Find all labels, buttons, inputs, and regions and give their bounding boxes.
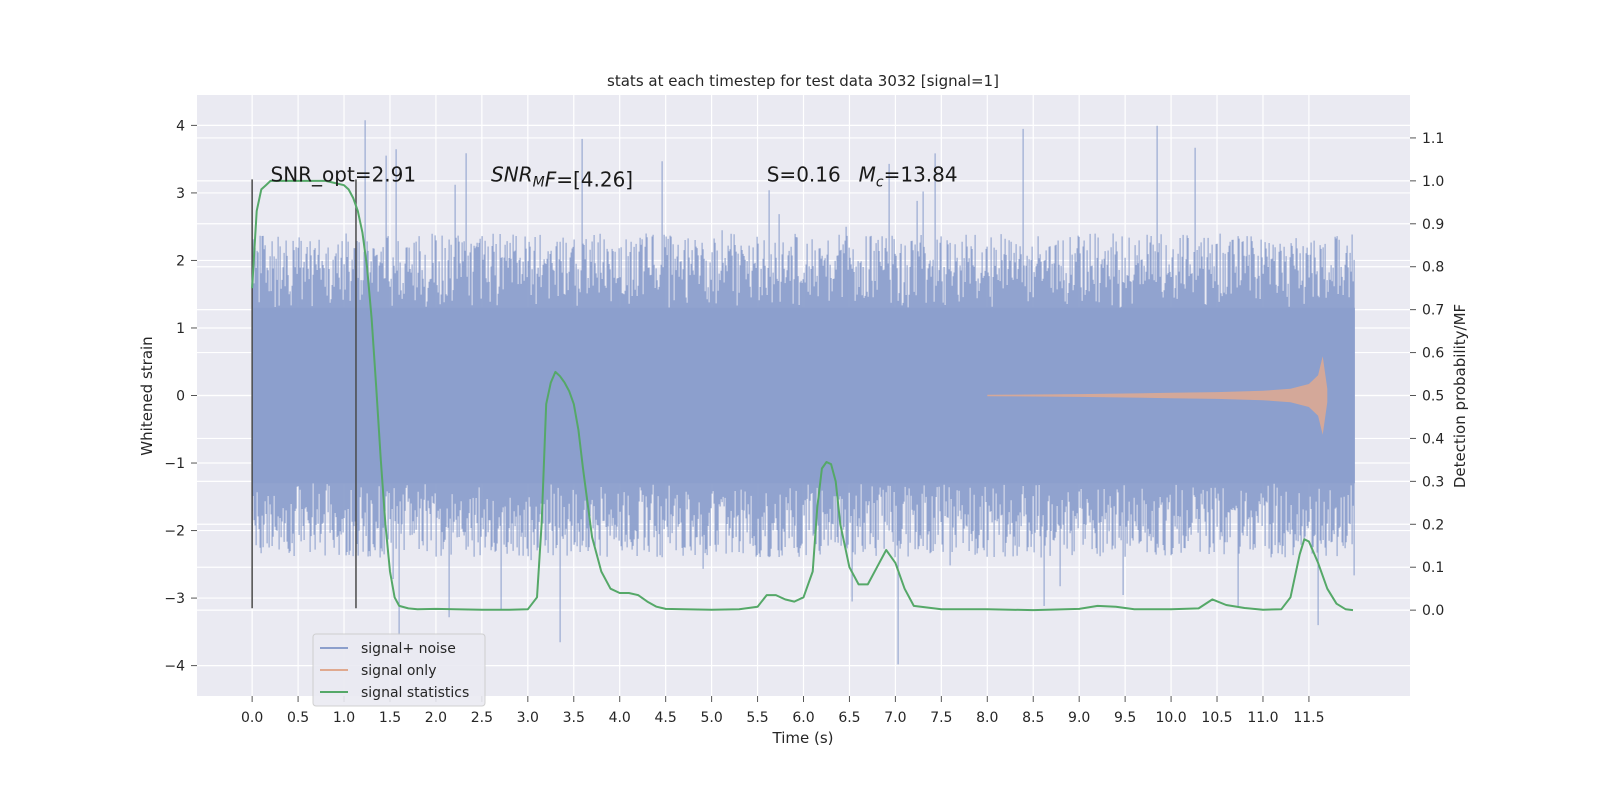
right-tick-label: 0.2 bbox=[1422, 517, 1444, 533]
x-tick-label: 8.5 bbox=[1022, 710, 1044, 726]
x-tick-label: 2.0 bbox=[425, 710, 447, 726]
x-tick-label: 2.5 bbox=[471, 710, 493, 726]
x-tick-label: 6.5 bbox=[838, 710, 860, 726]
right-tick-label: 0.0 bbox=[1422, 603, 1444, 619]
right-tick-label: 0.4 bbox=[1422, 431, 1444, 447]
x-tick-label: 9.0 bbox=[1068, 710, 1090, 726]
y-tick-label: 0 bbox=[176, 389, 185, 405]
legend-label-noise: signal+ noise bbox=[361, 641, 456, 657]
series-signal-statistics bbox=[251, 179, 1354, 612]
x-tick-label: 1.5 bbox=[379, 710, 401, 726]
x-tick-label: 5.5 bbox=[746, 710, 768, 726]
right-tick-label: 0.3 bbox=[1422, 474, 1444, 490]
y-tick-label: 1 bbox=[176, 321, 185, 337]
x-tick-label: 10.5 bbox=[1201, 710, 1232, 726]
y-tick-label: 4 bbox=[176, 118, 185, 134]
y-tick-labels: 4 3 2 1 0 −1 −2 −3 −4 bbox=[164, 118, 197, 675]
y-tick-label: 2 bbox=[176, 253, 185, 269]
chart-title: stats at each timestep for test data 303… bbox=[607, 72, 999, 90]
right-tick-labels: 1.1 1.0 0.9 0.8 0.7 0.6 0.5 0.4 0.3 0.2 0.1 0.0 bbox=[1410, 131, 1444, 619]
legend: signal+ noise signal only signal statist… bbox=[312, 633, 486, 707]
right-tick-label: 0.5 bbox=[1422, 389, 1444, 405]
y-tick-label: −2 bbox=[164, 524, 185, 540]
annotations: SNR_opt=2.91 SNRMF=[4.26] S=0.16 Mc=13.84 bbox=[271, 162, 958, 191]
annotation-spin: S=0.16 bbox=[767, 162, 841, 186]
right-tick-label: 0.6 bbox=[1422, 346, 1444, 362]
x-tick-label: 4.5 bbox=[655, 710, 677, 726]
window-marker-lines bbox=[251, 179, 357, 609]
x-tick-label: 3.0 bbox=[517, 710, 539, 726]
x-tick-label: 0.0 bbox=[241, 710, 263, 726]
legend-label-stats: signal statistics bbox=[361, 685, 469, 701]
x-tick-label: 1.0 bbox=[333, 710, 355, 726]
annotation-snr-mf: SNRMF=[4.26] bbox=[491, 162, 633, 191]
right-tick-label: 1.0 bbox=[1422, 174, 1444, 190]
y-tick-label: −4 bbox=[164, 659, 185, 675]
right-axis-label: Detection probability/MF bbox=[1451, 304, 1469, 488]
annotation-snr-opt: SNR_opt=2.91 bbox=[271, 162, 417, 186]
legend-label-signal: signal only bbox=[361, 663, 436, 679]
legend-box bbox=[312, 633, 486, 707]
x-tick-label: 4.0 bbox=[609, 710, 631, 726]
right-tick-label: 0.1 bbox=[1422, 560, 1444, 576]
x-tick-labels: 0.0 0.5 1.0 1.5 2.0 2.5 3.0 3.5 4.0 4.5 5.0 5.5 6.0 6… bbox=[241, 696, 1325, 726]
series-signal-only bbox=[987, 356, 1328, 435]
right-tick-label: 1.1 bbox=[1422, 131, 1444, 147]
annotation-mc: Mc=13.84 bbox=[859, 162, 958, 190]
right-tick-label: 0.7 bbox=[1422, 303, 1444, 319]
x-tick-label: 7.0 bbox=[884, 710, 906, 726]
y-tick-label: −3 bbox=[164, 591, 185, 607]
y-axis-label: Whitened strain bbox=[138, 336, 156, 455]
y-tick-label: −1 bbox=[164, 456, 185, 472]
stats-line bbox=[251, 179, 1354, 612]
y-tick-label: 3 bbox=[176, 186, 185, 202]
chirp-envelope bbox=[987, 356, 1328, 435]
x-tick-label: 11.0 bbox=[1247, 710, 1278, 726]
x-tick-label: 11.5 bbox=[1293, 710, 1324, 726]
x-tick-label: 9.5 bbox=[1114, 710, 1136, 726]
x-tick-label: 3.5 bbox=[563, 710, 585, 726]
right-tick-label: 0.9 bbox=[1422, 217, 1444, 233]
x-tick-label: 6.0 bbox=[792, 710, 814, 726]
right-tick-label: 0.8 bbox=[1422, 260, 1444, 276]
x-tick-label: 10.0 bbox=[1155, 710, 1186, 726]
x-tick-label: 8.0 bbox=[976, 710, 998, 726]
x-axis-label: Time (s) bbox=[772, 729, 834, 747]
x-tick-label: 5.0 bbox=[700, 710, 722, 726]
x-tick-label: 7.5 bbox=[930, 710, 952, 726]
x-tick-label: 0.5 bbox=[287, 710, 309, 726]
